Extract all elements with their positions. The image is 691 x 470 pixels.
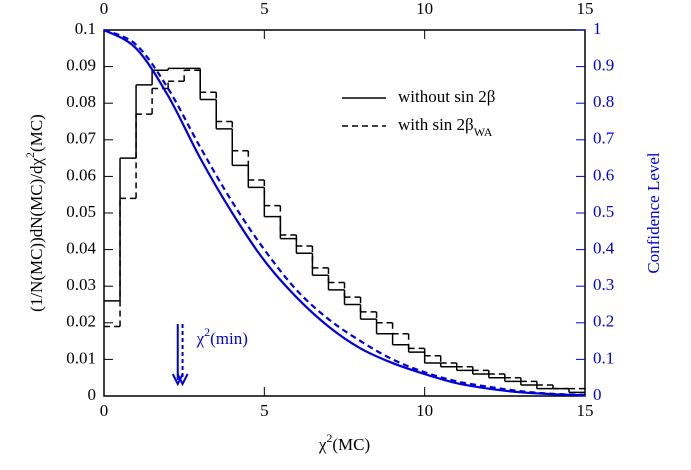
annotation-text-part: (min)	[210, 329, 248, 348]
y-axis-label: (1/N(MC))dN(MC)/dχ2(MC)	[23, 114, 46, 312]
y2-axis-label: Confidence Level	[644, 152, 663, 274]
legend-label: without sin 2β	[398, 87, 495, 106]
x-axis-label-part: χ	[318, 435, 327, 454]
x-top-tick-label: 0	[100, 0, 109, 18]
y2-tick-label: 0.5	[593, 202, 614, 221]
y-axis-label-sup: 2	[23, 152, 37, 158]
x-tick-label: 10	[416, 401, 433, 420]
x-top-tick-label: 15	[577, 0, 594, 18]
y2-tick-label: 0.6	[593, 165, 614, 184]
y2-tick-label: 0.8	[593, 92, 614, 111]
y-tick-label: 0.02	[66, 312, 96, 331]
y2-tick-label: 0.2	[593, 312, 614, 331]
y-tick-label: 0.07	[66, 129, 96, 148]
y-tick-label: 0.1	[75, 19, 96, 38]
cl-curve	[103, 28, 586, 397]
annotation-arrowhead	[171, 373, 184, 387]
x-tick-label: 5	[260, 401, 269, 420]
y2-tick-label: 1	[593, 19, 602, 38]
legend-label-part: without sin 2β	[398, 87, 495, 106]
y-tick-label: 0.01	[66, 348, 96, 367]
x-axis-label-sup: 2	[326, 431, 332, 445]
y2-tick-label: 0.9	[593, 56, 614, 75]
y-tick-label: 0.08	[66, 92, 96, 111]
y2-axis-label-part: Confidence Level	[644, 152, 663, 274]
y-tick-label: 0	[88, 385, 97, 404]
cl-curve	[103, 29, 586, 397]
y-axis-label-part: (MC)	[27, 114, 46, 152]
annotation-text: χ2(min)	[196, 325, 248, 348]
y2-tick-label: 0.3	[593, 275, 614, 294]
y-tick-label: 0.09	[66, 56, 96, 75]
legend-label: with sin 2βWA	[398, 115, 493, 139]
y-tick-label: 0.06	[66, 165, 96, 184]
y2-tick-label: 0.4	[593, 239, 615, 258]
annotation-arrowhead	[176, 373, 189, 387]
y-tick-label: 0.04	[66, 239, 96, 258]
y-axis-label-part: (1/N(MC))dN(MC)/dχ	[27, 157, 46, 311]
x-axis-label-part: (MC)	[332, 435, 370, 454]
x-tick-label: 15	[577, 401, 594, 420]
x-tick-label: 0	[100, 401, 109, 420]
x-top-tick-label: 5	[260, 0, 269, 18]
legend-label-sub: WA	[474, 125, 493, 139]
annotation-text-part: χ	[196, 329, 205, 348]
y2-tick-label: 0	[593, 385, 602, 404]
y2-tick-label: 0.7	[593, 129, 615, 148]
annotation-text-sup: 2	[204, 325, 210, 339]
legend-label-part: with sin 2β	[398, 115, 474, 134]
x-axis-label: χ2(MC)	[318, 431, 370, 454]
y2-tick-label: 0.1	[593, 348, 614, 367]
x-top-tick-label: 10	[416, 0, 433, 18]
y-tick-label: 0.05	[66, 202, 96, 221]
plot-frame	[103, 29, 586, 397]
y-tick-label: 0.03	[66, 275, 96, 294]
